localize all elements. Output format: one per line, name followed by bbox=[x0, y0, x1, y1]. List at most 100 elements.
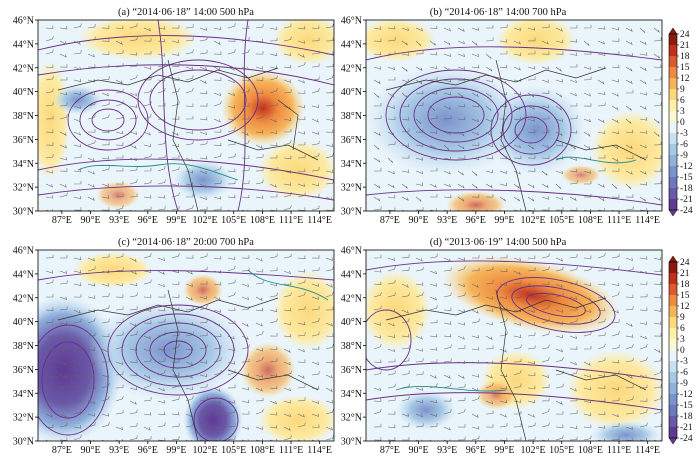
wind-barb bbox=[101, 92, 109, 97]
wind-barb bbox=[387, 370, 396, 376]
wind-barb bbox=[171, 396, 180, 402]
wind-barb bbox=[569, 280, 578, 285]
wind-barb bbox=[485, 155, 494, 160]
wind-barb bbox=[499, 103, 508, 108]
wind-barb bbox=[611, 344, 620, 350]
wind-barb bbox=[297, 154, 306, 159]
wind-barb bbox=[255, 322, 263, 327]
wind-barb bbox=[227, 116, 236, 121]
wind-barb bbox=[499, 39, 508, 43]
wind-barb bbox=[429, 413, 437, 417]
wind-barb bbox=[625, 343, 634, 350]
wind-barb bbox=[429, 253, 438, 259]
wind-barb bbox=[597, 79, 605, 85]
wind-barb bbox=[527, 360, 536, 365]
wind-barb bbox=[583, 118, 591, 123]
wind-barb bbox=[387, 116, 396, 120]
wind-barb bbox=[325, 196, 333, 201]
wind-barb bbox=[625, 183, 632, 190]
wind-barb bbox=[255, 114, 264, 120]
wind-barb bbox=[387, 92, 395, 98]
wind-barb bbox=[101, 141, 110, 146]
lat-tick-label: 32°N bbox=[13, 183, 34, 194]
wind-barb bbox=[241, 36, 250, 42]
wind-barb bbox=[213, 357, 222, 363]
wind-barb bbox=[583, 103, 592, 107]
wind-barb bbox=[415, 399, 424, 403]
wind-barb bbox=[443, 53, 451, 57]
wind-barb bbox=[199, 266, 208, 272]
wind-barb bbox=[555, 143, 564, 147]
wind-barb bbox=[185, 283, 193, 287]
wind-barb bbox=[443, 374, 451, 379]
wind-barb bbox=[625, 170, 633, 175]
wind-barb bbox=[569, 157, 577, 161]
lat-tick-label: 34°N bbox=[341, 159, 362, 170]
wind-barb bbox=[569, 387, 577, 392]
wind-barb bbox=[387, 266, 396, 272]
lon-tick-label: 108°E bbox=[250, 445, 275, 456]
wind-barb bbox=[583, 399, 592, 404]
wind-barb bbox=[213, 400, 221, 404]
wind-barb bbox=[199, 296, 208, 300]
wind-barb bbox=[115, 426, 123, 430]
wind-barb bbox=[101, 129, 110, 133]
wind-barb bbox=[387, 322, 395, 327]
wind-barb bbox=[59, 102, 68, 107]
wind-barb bbox=[45, 75, 54, 81]
colorbar-tick-label: 18 bbox=[680, 52, 690, 62]
wind-barb bbox=[653, 408, 662, 415]
wind-barb bbox=[653, 281, 662, 286]
wind-barb bbox=[269, 373, 278, 377]
wind-barb bbox=[199, 383, 208, 389]
wind-barb bbox=[311, 400, 319, 404]
wind-barb bbox=[213, 333, 222, 338]
wind-barb bbox=[45, 35, 54, 42]
wind-barb bbox=[625, 79, 633, 85]
wind-barb bbox=[59, 306, 68, 311]
wind-barb bbox=[583, 51, 592, 55]
wind-barb bbox=[297, 291, 306, 298]
wind-barb bbox=[541, 170, 548, 176]
wind-barb bbox=[653, 321, 662, 325]
wind-barb bbox=[625, 374, 633, 379]
lat-tick-label: 44°N bbox=[341, 269, 362, 280]
wind-barb bbox=[297, 321, 306, 326]
wind-barb bbox=[555, 196, 563, 201]
warm-anomaly-blob bbox=[183, 274, 223, 306]
wind-barb bbox=[653, 131, 660, 137]
wind-barb bbox=[45, 129, 54, 133]
wind-barb bbox=[443, 156, 452, 161]
wind-barb bbox=[311, 296, 319, 300]
wind-barb bbox=[373, 157, 381, 163]
wind-barb bbox=[255, 129, 264, 134]
wind-barb bbox=[443, 257, 451, 262]
wind-barb bbox=[555, 309, 563, 313]
wind-barb bbox=[555, 266, 564, 272]
wind-barb bbox=[311, 424, 320, 428]
wind-barb bbox=[157, 117, 166, 121]
wind-barb bbox=[486, 25, 494, 29]
wind-barb bbox=[87, 332, 96, 337]
lon-tick-label: 105°E bbox=[549, 215, 574, 226]
wind-barb bbox=[471, 413, 479, 419]
wind-barb bbox=[325, 283, 333, 288]
wind-barb bbox=[59, 361, 67, 366]
wind-barb bbox=[457, 283, 465, 288]
wind-barb bbox=[373, 131, 381, 136]
wind-barb bbox=[129, 270, 137, 275]
wind-barb bbox=[373, 79, 381, 85]
wind-barb bbox=[443, 344, 452, 350]
wind-barb bbox=[373, 66, 382, 70]
wind-barb bbox=[325, 102, 334, 107]
wind-barb bbox=[583, 435, 592, 441]
wind-barb bbox=[185, 296, 193, 301]
wind-barb bbox=[325, 322, 333, 327]
warm-anomaly-blob bbox=[446, 191, 506, 211]
wind-barb bbox=[269, 412, 278, 416]
wind-barb bbox=[87, 157, 95, 162]
wind-barb bbox=[541, 196, 549, 200]
wind-barb bbox=[639, 335, 647, 340]
wind-barb bbox=[87, 64, 96, 68]
wind-barb bbox=[569, 196, 577, 202]
